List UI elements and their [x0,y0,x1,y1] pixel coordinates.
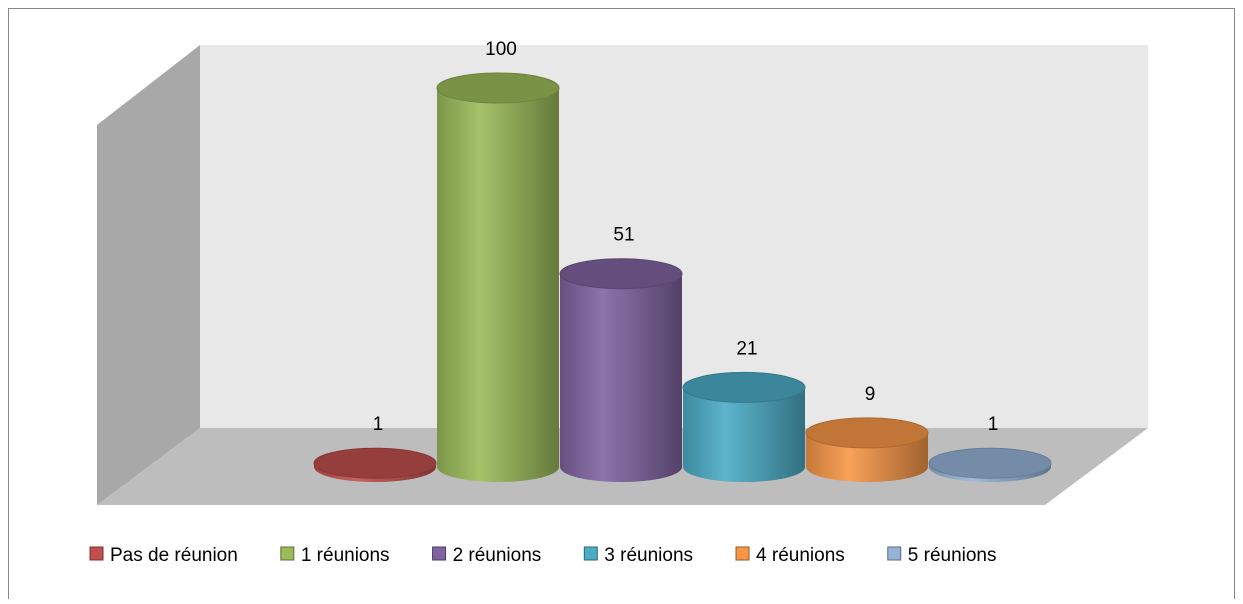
legend-swatch [280,546,295,561]
bar [682,371,806,482]
bar-body [437,88,559,482]
bar-body [683,387,805,482]
bar-top [928,447,1052,479]
legend-label: 3 réunions [604,545,693,566]
legend-label: 4 réunions [756,545,845,566]
data-label: 21 [736,338,757,359]
legend-label: 2 réunions [453,545,542,566]
legend-swatch [432,546,447,561]
legend-label: Pas de réunion [110,545,238,566]
bar-top [313,447,437,479]
bar [313,447,437,482]
legend-swatch [583,546,598,561]
bar [436,72,560,482]
legend-swatch [735,546,750,561]
bar-body [560,273,682,482]
bar-top [805,417,929,449]
data-label: 51 [613,225,634,246]
data-label: 100 [485,39,517,60]
bar-top [559,258,683,290]
legend-label: 1 réunions [301,545,390,566]
data-label: 9 [865,384,876,405]
bar [928,447,1052,482]
side-wall [97,45,200,505]
legend-swatch [887,546,902,561]
data-label: 1 [988,414,999,435]
data-label: 1 [373,414,384,435]
legend-label: 5 réunions [908,545,997,566]
legend-swatch [89,546,104,561]
bar [805,417,929,482]
bar-top [436,72,560,104]
bar [559,258,683,482]
bar-top [682,371,806,403]
